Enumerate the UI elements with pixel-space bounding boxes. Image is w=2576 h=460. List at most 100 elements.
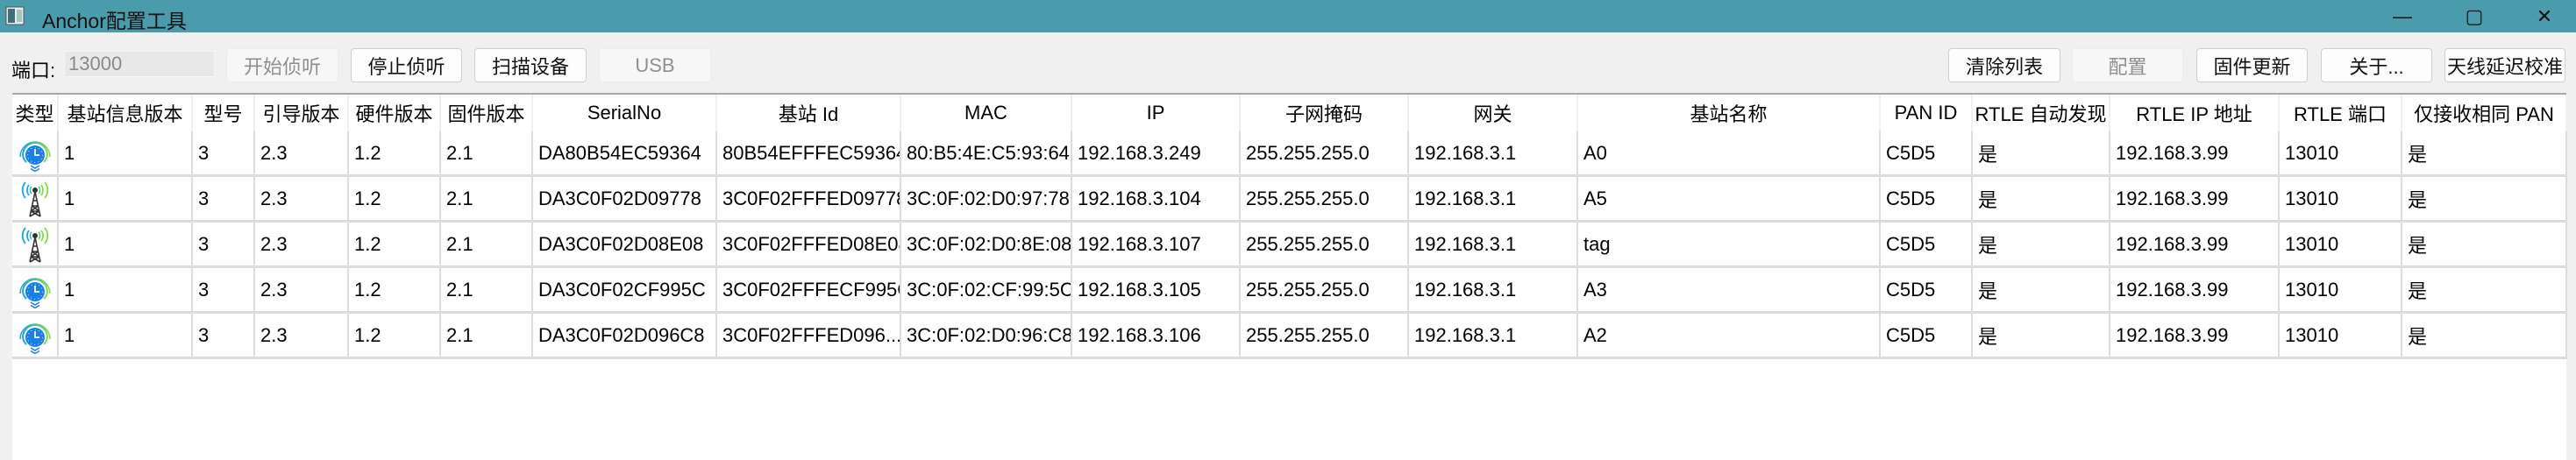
table-cell: 3C:0F:02:D0:96:C8 xyxy=(900,312,1072,359)
table-cell: 1 xyxy=(58,312,193,359)
table-cell: 3 xyxy=(192,175,255,223)
column-header[interactable]: RTLE 端口 xyxy=(2279,95,2402,131)
table-cell: 3C:0F:02:CF:99:5C xyxy=(900,266,1072,314)
table-row[interactable]: 1 3 2.3 1.2 2.1 DA3C0F02CF995C 3C0F02FFFECF995… xyxy=(12,266,2567,314)
column-header[interactable]: RTLE 自动发现 xyxy=(1972,95,2110,131)
table-cell: C5D5 xyxy=(1880,131,1973,177)
table-cell: 80B54EFFFEC59364 xyxy=(716,131,901,177)
port-input[interactable] xyxy=(64,51,215,77)
table-cell: 是 xyxy=(1972,266,2110,314)
table-cell: A0 xyxy=(1577,131,1881,177)
table-cell: 1 xyxy=(58,175,193,223)
table-cell: 13010 xyxy=(2279,221,2402,268)
scan-devices-button[interactable]: 扫描设备 xyxy=(474,48,587,82)
table-header: 类型 基站信息版本 型号 引导版本 硬件版本 固件版本 SerialNo 基站 Id MAC IP… xyxy=(12,95,2567,131)
table-cell: 是 xyxy=(2402,175,2567,223)
table-cell: 1 xyxy=(58,266,193,314)
antenna-delay-calibration-button[interactable]: 天线延迟校准 xyxy=(2444,48,2565,82)
table-cell: tag xyxy=(1577,221,1881,268)
maximize-button[interactable]: ▢ xyxy=(2448,0,2501,32)
table-cell: 192.168.3.105 xyxy=(1071,266,1241,314)
column-header[interactable]: IP xyxy=(1071,95,1241,131)
table-cell: 192.168.3.249 xyxy=(1071,131,1241,177)
table-cell: 80:B5:4E:C5:93:64 xyxy=(900,131,1072,177)
column-header[interactable]: 基站 Id xyxy=(716,95,901,131)
column-header[interactable]: 网关 xyxy=(1408,95,1578,131)
stop-listen-button[interactable]: 停止侦听 xyxy=(351,48,462,82)
configure-button[interactable]: 配置 xyxy=(2072,48,2183,82)
table-cell: 是 xyxy=(2402,312,2567,359)
table-cell: 2.3 xyxy=(254,266,349,314)
table-cell: 192.168.3.1 xyxy=(1408,131,1578,177)
table-cell: 255.255.255.0 xyxy=(1240,175,1409,223)
table-cell: 1.2 xyxy=(348,312,441,359)
table-cell: 2.1 xyxy=(440,175,533,223)
tower-icon xyxy=(12,175,59,223)
table-cell: 3C:0F:02:D0:97:78 xyxy=(900,175,1072,223)
table-cell: 13010 xyxy=(2279,175,2402,223)
table-cell: 13010 xyxy=(2279,266,2402,314)
column-header[interactable]: SerialNo xyxy=(532,95,717,131)
start-listen-button[interactable]: 开始侦听 xyxy=(226,48,338,82)
minimize-button[interactable]: — xyxy=(2376,0,2429,32)
column-header[interactable]: 硬件版本 xyxy=(348,95,441,131)
table-cell: 255.255.255.0 xyxy=(1240,266,1409,314)
firmware-update-button[interactable]: 固件更新 xyxy=(2196,48,2308,82)
table-cell: 3 xyxy=(192,312,255,359)
column-header[interactable]: 基站信息版本 xyxy=(58,95,193,131)
about-button[interactable]: 关于... xyxy=(2321,48,2432,82)
column-header[interactable]: 型号 xyxy=(192,95,255,131)
table-cell: DA3C0F02D08E08 xyxy=(532,221,717,268)
table-cell: 3C0F02FFFED096... xyxy=(716,312,901,359)
table-cell: 是 xyxy=(1972,175,2110,223)
column-header[interactable]: 引导版本 xyxy=(254,95,349,131)
table-row[interactable]: 1 3 2.3 1.2 2.1 DA3C0F02D08E08 3C0F02FFFED08E0… xyxy=(12,221,2567,268)
table-cell: 是 xyxy=(1972,221,2110,268)
table-cell: 2.1 xyxy=(440,266,533,314)
clear-list-button[interactable]: 清除列表 xyxy=(1948,48,2060,82)
table-cell: 1.2 xyxy=(348,266,441,314)
table-cell: 192.168.3.104 xyxy=(1071,175,1241,223)
table-cell: 192.168.3.1 xyxy=(1408,175,1578,223)
window-title: Anchor配置工具 xyxy=(42,10,187,32)
table-cell: DA80B54EC59364 xyxy=(532,131,717,177)
table-cell: 2.3 xyxy=(254,175,349,223)
table-cell: 2.1 xyxy=(440,131,533,177)
table-cell: C5D5 xyxy=(1880,266,1973,314)
table-cell: 255.255.255.0 xyxy=(1240,312,1409,359)
table-row[interactable]: 1 3 2.3 1.2 2.1 DA3C0F02D096C8 3C0F02FFFED096.… xyxy=(12,312,2567,359)
column-header[interactable]: PAN ID xyxy=(1880,95,1973,131)
table-cell: C5D5 xyxy=(1880,175,1973,223)
usb-button[interactable]: USB xyxy=(599,48,711,82)
table-cell: 是 xyxy=(1972,131,2110,177)
table-cell: 1 xyxy=(58,131,193,177)
column-header[interactable]: 仅接收相同 PAN xyxy=(2402,95,2567,131)
column-header[interactable]: RTLE IP 地址 xyxy=(2110,95,2280,131)
table-cell: 1.2 xyxy=(348,131,441,177)
column-header[interactable]: 固件版本 xyxy=(440,95,533,131)
table-cell: 255.255.255.0 xyxy=(1240,221,1409,268)
table-cell: 3C:0F:02:D0:8E:08 xyxy=(900,221,1072,268)
table-cell: 192.168.3.99 xyxy=(2110,221,2280,268)
table-row[interactable]: 1 3 2.3 1.2 2.1 DA80B54EC59364 80B54EFFFEC5936… xyxy=(12,131,2567,177)
table-cell: 是 xyxy=(2402,221,2567,268)
table-cell: 3 xyxy=(192,221,255,268)
column-header[interactable]: 基站名称 xyxy=(1577,95,1881,131)
table-cell: C5D5 xyxy=(1880,221,1973,268)
table-cell: 2.3 xyxy=(254,131,349,177)
table-cell: 192.168.3.99 xyxy=(2110,312,2280,359)
close-button[interactable]: ✕ xyxy=(2518,0,2571,32)
column-header[interactable]: 类型 xyxy=(12,95,59,131)
table-cell: 192.168.3.99 xyxy=(2110,266,2280,314)
column-header[interactable]: MAC xyxy=(900,95,1072,131)
table-cell: DA3C0F02D09778 xyxy=(532,175,717,223)
column-header[interactable]: 子网掩码 xyxy=(1240,95,1409,131)
table-cell: 1 xyxy=(58,221,193,268)
anchor-clock-icon xyxy=(12,266,59,314)
port-label: 端口: xyxy=(11,60,56,81)
table-cell: 255.255.255.0 xyxy=(1240,131,1409,177)
table-cell: 是 xyxy=(2402,266,2567,314)
table-cell: 3C0F02FFFED09778 xyxy=(716,175,901,223)
table-cell: 3C0F02FFFED08E08 xyxy=(716,221,901,268)
table-row[interactable]: 1 3 2.3 1.2 2.1 DA3C0F02D09778 3C0F02FFFED0977… xyxy=(12,175,2567,223)
